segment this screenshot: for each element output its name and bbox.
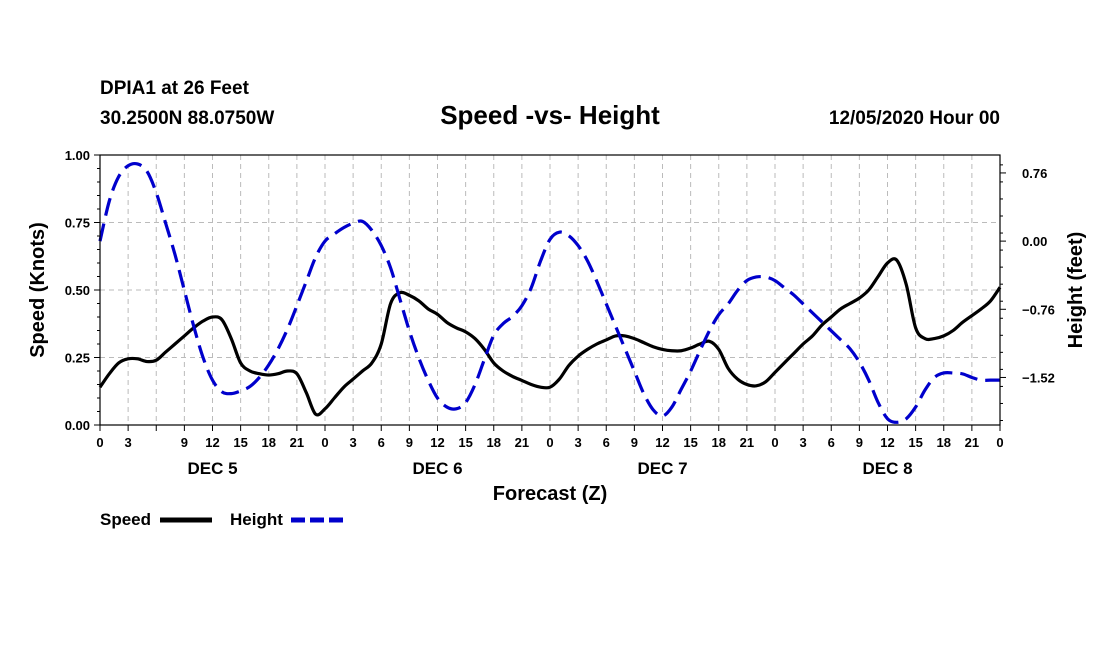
x-tick-label: 12 [205, 435, 219, 450]
date-labels: DEC 5 DEC 6 DEC 7 DEC 8 [187, 459, 912, 478]
location-label: 30.2500N 88.0750W [100, 108, 274, 129]
y-left-tick-label: 0.50 [65, 283, 90, 298]
x-tick-label: 21 [515, 435, 529, 450]
speed-series-line [98, 257, 1002, 417]
y-left-tick-label: 1.00 [65, 148, 90, 163]
x-tick-label: 9 [406, 435, 413, 450]
x-tick-label: 18 [487, 435, 501, 450]
x-tick-label: 18 [712, 435, 726, 450]
x-tick-label: 6 [378, 435, 385, 450]
x-tick-label: 18 [262, 435, 276, 450]
x-tick-label: 3 [575, 435, 582, 450]
legend-speed-label: Speed [100, 510, 151, 529]
y-right-tick-label: 0.76 [1022, 166, 1047, 181]
x-tick-label: 15 [683, 435, 697, 450]
x-tick-label: 18 [937, 435, 951, 450]
x-tick-label: 15 [458, 435, 472, 450]
x-tick-label: 12 [655, 435, 669, 450]
station-label: DPIA1 at 26 Feet [100, 78, 250, 99]
x-tick-label: 0 [96, 435, 103, 450]
x-tick-label: 9 [856, 435, 863, 450]
x-tick-label: 21 [740, 435, 754, 450]
x-tick-label: 0 [771, 435, 778, 450]
y-left-tick-label: 0.75 [65, 216, 90, 231]
x-tick-label: 12 [430, 435, 444, 450]
height-series-group [98, 161, 1000, 424]
height-series-line [98, 161, 1000, 424]
x-tick-label: 21 [290, 435, 304, 450]
date-label-1: DEC 5 [187, 459, 237, 478]
y-right-axis-label: Height (feet) [1065, 232, 1087, 349]
date-label: 12/05/2020 Hour 00 [829, 108, 1000, 129]
y-left-axis-label: Speed (Knots) [27, 222, 49, 358]
x-tick-label: 3 [800, 435, 807, 450]
x-tick-label: 15 [908, 435, 922, 450]
chart-title: Speed -vs- Height [440, 100, 660, 130]
x-tick-label: 0 [996, 435, 1003, 450]
date-label-4: DEC 8 [862, 459, 912, 478]
speed-series-group [98, 257, 1002, 417]
x-tick-label: 0 [321, 435, 328, 450]
date-label-3: DEC 7 [637, 459, 687, 478]
grid [100, 155, 1000, 425]
x-axis-label: Forecast (Z) [493, 483, 607, 505]
x-tick-label: 9 [181, 435, 188, 450]
legend: Speed Height [100, 510, 343, 529]
y-right-tick-label: −1.52 [1022, 370, 1055, 385]
x-axis-ticks: 0 3 9 12 15 18 21 0 3 6 9 12 15 18 21 0 3 6 9 12 15 18 21 0 3 6 9 1… [96, 425, 1004, 450]
y-right-axis-ticks: 0.76 0.00 −0.76 −1.52 [1000, 164, 1055, 422]
y-right-tick-label: 0.00 [1022, 234, 1047, 249]
y-right-tick-label: −0.76 [1022, 302, 1055, 317]
legend-height-label: Height [230, 510, 283, 529]
y-left-tick-label: 0.00 [65, 418, 90, 433]
x-tick-label: 15 [233, 435, 247, 450]
y-left-tick-label: 0.25 [65, 351, 90, 366]
x-tick-label: 21 [965, 435, 979, 450]
y-left-axis-ticks: 0.00 0.25 0.50 0.75 1.00 [65, 148, 100, 433]
x-tick-label: 6 [828, 435, 835, 450]
x-tick-label: 12 [880, 435, 894, 450]
date-label-2: DEC 6 [412, 459, 462, 478]
x-tick-label: 3 [125, 435, 132, 450]
x-tick-label: 3 [350, 435, 357, 450]
x-tick-label: 0 [546, 435, 553, 450]
x-tick-label: 9 [631, 435, 638, 450]
x-tick-label: 6 [603, 435, 610, 450]
